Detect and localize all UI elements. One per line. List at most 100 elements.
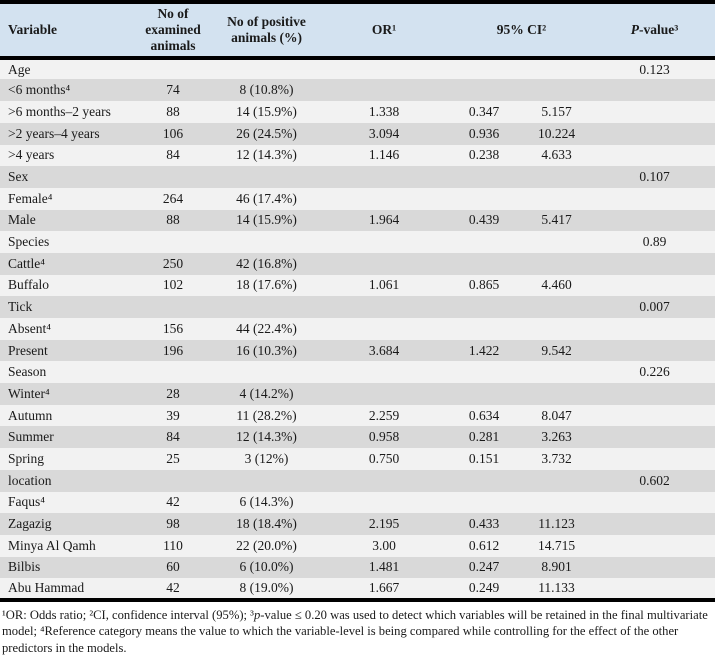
cell-pvalue: [594, 79, 715, 101]
table-row: Female⁴ 264 46 (17.4%): [0, 187, 715, 210]
cell-positive-count: 4 (14.2%): [239, 385, 294, 401]
table-row: Cattle⁴ 250 42 (16.8%): [0, 252, 715, 275]
cell-examined-count: 196: [162, 342, 184, 358]
cell-examined-count: 25: [166, 450, 180, 466]
table-row: Minya Al Qamh 110 22 (20.0%) 3.00 0.612 14.71…: [0, 534, 715, 557]
cell-odds-ratio: 1.146: [368, 147, 400, 163]
cell-examined-count: 42: [132, 578, 214, 602]
cell-ci-lower: 0.249: [449, 578, 519, 602]
col-header-variable: Variable: [0, 2, 132, 60]
cell-examined-count: [132, 231, 214, 253]
cell-variable: Summer: [8, 429, 54, 445]
cell-examined-count: [132, 296, 214, 318]
cell-variable: Faqus⁴: [8, 494, 45, 510]
cell-ci-upper: 10.224: [537, 125, 576, 141]
footnote-segment: ¹OR: Odds ratio; ²CI, confidence interva…: [2, 607, 254, 622]
risk-factor-table: Variable No of examined animals No of po…: [0, 0, 715, 602]
cell-ci-lower: 0.347: [468, 103, 500, 119]
cell-ci-upper: [519, 383, 594, 405]
cell-ci-lower: [449, 318, 519, 340]
cell-ci-upper: [519, 492, 594, 514]
table-row: Winter⁴ 28 4 (14.2%): [0, 383, 715, 405]
cell-pvalue: 0.602: [639, 472, 670, 488]
cell-ci-lower: 0.936: [468, 125, 500, 141]
cell-variable: Absent⁴: [8, 320, 51, 336]
cell-positive-count: 14 (15.9%): [236, 103, 297, 119]
cell-ci-lower: 0.247: [468, 559, 500, 575]
col-header-ci: 95% CI²: [449, 2, 594, 60]
table-row: >2 years–4 years 106 26 (24.5%) 3.094 0.936 1…: [0, 122, 715, 145]
cell-ci-upper: [519, 231, 594, 253]
cell-ci-upper: [519, 79, 594, 101]
cell-odds-ratio: 2.195: [368, 516, 400, 532]
table-row: Male 88 14 (15.9%) 1.964 0.439 5.417: [0, 209, 715, 232]
cell-odds-ratio: 1.667: [319, 578, 449, 602]
cell-variable: >2 years–4 years: [8, 125, 100, 141]
cell-pvalue: [594, 253, 715, 275]
table-row: Spring 25 3 (12%) 0.750 0.151 3.732: [0, 448, 715, 470]
cell-pvalue: 0.226: [639, 364, 670, 380]
cell-positive-count: 6 (14.3%): [239, 494, 294, 510]
cell-examined-count: 42: [166, 494, 180, 510]
cell-odds-ratio: 1.964: [368, 212, 400, 228]
cell-ci-lower: 0.634: [468, 407, 500, 423]
table-row: location 0.602: [0, 469, 715, 492]
cell-positive-count: [214, 296, 319, 318]
cell-variable: Tick: [8, 299, 33, 315]
cell-ci-upper: [519, 318, 594, 340]
cell-ci-upper: 5.157: [541, 103, 572, 119]
cell-odds-ratio: [319, 253, 449, 275]
cell-variable: Autumn: [8, 407, 53, 423]
cell-variable: Bilbis: [8, 559, 41, 575]
cell-ci-lower: [449, 79, 519, 101]
cell-examined-count: [132, 58, 214, 80]
cell-positive-count: 3 (12%): [244, 450, 289, 466]
cell-pvalue: [594, 535, 715, 557]
cell-examined-count: 84: [166, 429, 180, 445]
table-row: >4 years 84 12 (14.3%) 1.146 0.238 4.633: [0, 144, 715, 167]
cell-ci-upper: 4.633: [541, 147, 572, 163]
table-row: <6 months⁴ 74 8 (10.8%): [0, 79, 715, 102]
table-row: Tick 0.007: [0, 296, 715, 319]
col-header-or: OR¹: [319, 2, 449, 60]
cell-positive-count: 42 (16.8%): [236, 255, 297, 271]
cell-pvalue: [594, 426, 715, 448]
cell-odds-ratio: [319, 361, 449, 383]
cell-odds-ratio: [319, 318, 449, 340]
cell-examined-count: 88: [166, 103, 180, 119]
cell-variable: location: [8, 472, 52, 488]
cell-pvalue: 0.007: [639, 299, 670, 315]
cell-ci-lower: 0.865: [468, 277, 500, 293]
cell-positive-count: [214, 231, 319, 253]
cell-pvalue: 0.89: [642, 234, 667, 250]
cell-ci-upper: 5.417: [541, 212, 572, 228]
footnote: ¹OR: Odds ratio; ²CI, confidence interva…: [0, 602, 715, 656]
cell-pvalue: [594, 383, 715, 405]
cell-pvalue: [594, 492, 715, 514]
table-body: Age 0.123 <6 months⁴ 74 8 (10.8%) >6 months–2…: [0, 57, 715, 602]
cell-positive-count: 44 (22.4%): [236, 320, 297, 336]
cell-positive-count: 8 (10.8%): [239, 82, 294, 98]
table-row: Absent⁴ 156 44 (22.4%): [0, 318, 715, 340]
cell-pvalue: [594, 275, 715, 297]
cell-pvalue: [594, 188, 715, 210]
col-header-pvalue: P-value³: [594, 2, 715, 60]
cell-ci-lower: 1.422: [468, 342, 500, 358]
cell-odds-ratio: 1.061: [368, 277, 400, 293]
cell-ci-lower: 0.238: [468, 147, 500, 163]
cell-examined-count: 88: [166, 212, 180, 228]
cell-variable: Minya Al Qamh: [8, 537, 96, 553]
cell-pvalue: [594, 448, 715, 470]
cell-positive-count: 14 (15.9%): [236, 212, 297, 228]
cell-variable: >6 months–2 years: [8, 103, 111, 119]
cell-variable: Female⁴: [8, 190, 53, 206]
cell-positive-count: 22 (20.0%): [236, 537, 297, 553]
cell-ci-lower: [449, 231, 519, 253]
table-row: Buffalo 102 18 (17.6%) 1.061 0.865 4.460: [0, 274, 715, 297]
cell-ci-lower: [449, 253, 519, 275]
cell-variable: Buffalo: [8, 277, 49, 293]
cell-ci-lower: 0.439: [468, 212, 500, 228]
cell-odds-ratio: [319, 231, 449, 253]
cell-examined-count: [132, 166, 214, 188]
cell-ci-lower: [449, 470, 519, 492]
